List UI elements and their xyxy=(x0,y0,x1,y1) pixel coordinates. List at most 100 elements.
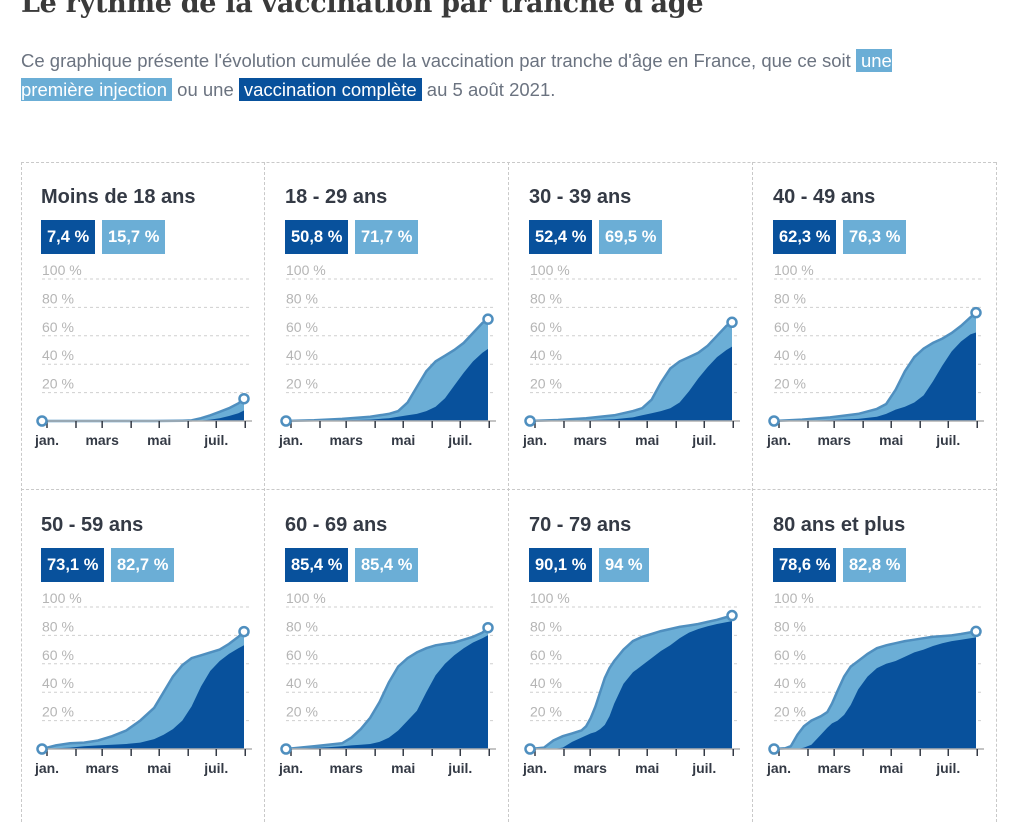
y-tick-label: 100 % xyxy=(42,262,82,278)
line-first-injection xyxy=(41,630,245,751)
y-tick-label: 100 % xyxy=(42,590,82,606)
panel-title: 40 - 49 ans xyxy=(773,186,876,208)
start-marker xyxy=(36,415,48,427)
end-marker xyxy=(970,306,982,319)
y-tick-label: 100 % xyxy=(286,262,326,278)
y-tick-label: 80 % xyxy=(774,618,806,634)
area-complete-vaccination xyxy=(530,346,732,421)
line-first-injection xyxy=(529,321,733,423)
x-tick-label: mars xyxy=(573,760,607,776)
y-tick-label: 20 % xyxy=(42,376,74,392)
x-tick-label: juil. xyxy=(447,432,472,448)
end-marker xyxy=(482,621,494,634)
x-tick-label: mars xyxy=(817,760,851,776)
panel-title: 60 - 69 ans xyxy=(285,514,388,536)
y-tick-label: 80 % xyxy=(286,618,318,634)
line-first-injection xyxy=(773,630,977,751)
chart-panel: 30 - 39 ans 52,4 % 69,5 % 100 % 80 % 60 % 40 %… xyxy=(509,162,753,490)
y-tick-label: 60 % xyxy=(774,647,806,663)
small-multiples-grid: Moins de 18 ans 7,4 % 15,7 % 100 % 80 % 60 % 4… xyxy=(21,162,997,822)
panel-title: 80 ans et plus xyxy=(773,514,906,536)
area-chart: 100 % 80 % 60 % 40 % 20 % jan. mars mai juil. xyxy=(522,262,740,448)
area-chart: 100 % 80 % 60 % 40 % 20 % jan. mars mai juil. xyxy=(522,590,740,776)
badge-complete-vaccination: 78,6 % xyxy=(773,548,837,582)
end-marker xyxy=(238,625,250,638)
badge-complete-vaccination: 73,1 % xyxy=(41,548,105,582)
badge-complete-vaccination: 90,1 % xyxy=(529,548,593,582)
y-tick-label: 40 % xyxy=(530,675,562,691)
y-tick-label: 60 % xyxy=(530,319,562,335)
start-marker xyxy=(524,415,536,427)
x-tick-label: jan. xyxy=(766,760,791,776)
area-chart: 100 % 80 % 60 % 40 % 20 % jan. mars mai juil. xyxy=(278,262,496,448)
panel-title: 70 - 79 ans xyxy=(529,514,632,536)
x-tick-label: jan. xyxy=(34,432,59,448)
badge-first-injection: 15,7 % xyxy=(102,220,166,254)
y-tick-label: 20 % xyxy=(774,704,806,720)
area-complete-vaccination xyxy=(774,637,976,749)
x-tick-label: jan. xyxy=(522,760,547,776)
y-tick-label: 80 % xyxy=(42,290,74,306)
badge-first-injection: 76,3 % xyxy=(843,220,907,254)
x-tick-label: mars xyxy=(329,432,363,448)
start-marker xyxy=(280,415,292,427)
start-marker xyxy=(768,415,780,427)
y-tick-label: 60 % xyxy=(774,319,806,335)
intro-part1: Ce graphique présente l'évolution cumulé… xyxy=(21,50,851,71)
badge-complete-vaccination: 85,4 % xyxy=(285,548,349,582)
x-tick-label: jan. xyxy=(34,760,59,776)
end-marker xyxy=(238,392,250,405)
end-marker xyxy=(726,609,738,622)
chart-panel: 40 - 49 ans 62,3 % 76,3 % 100 % 80 % 60 % 40 %… xyxy=(753,162,997,490)
x-tick-label: jan. xyxy=(522,432,547,448)
y-tick-label: 20 % xyxy=(42,704,74,720)
x-tick-label: mai xyxy=(391,432,415,448)
area-first-injection xyxy=(286,319,488,421)
badge-complete-vaccination: 50,8 % xyxy=(285,220,349,254)
x-tick-label: juil. xyxy=(691,760,716,776)
x-tick-label: mai xyxy=(879,760,903,776)
y-tick-label: 80 % xyxy=(774,290,806,306)
x-tick-label: mai xyxy=(147,432,171,448)
badge-first-injection: 69,5 % xyxy=(599,220,663,254)
y-tick-label: 100 % xyxy=(530,590,570,606)
badge-first-injection: 82,8 % xyxy=(843,548,907,582)
x-tick-label: mai xyxy=(147,760,171,776)
area-complete-vaccination xyxy=(530,621,732,749)
page-title: Le rythme de la vaccination par tranche … xyxy=(21,0,704,19)
y-tick-label: 100 % xyxy=(286,590,326,606)
y-tick-label: 20 % xyxy=(286,376,318,392)
y-tick-label: 100 % xyxy=(774,262,814,278)
line-first-injection xyxy=(285,318,489,423)
grid-border-right xyxy=(996,162,997,822)
end-marker xyxy=(726,316,738,329)
area-chart: 100 % 80 % 60 % 40 % 20 % jan. mars mai juil. xyxy=(278,590,496,776)
badge-complete-vaccination: 62,3 % xyxy=(773,220,837,254)
panel-title: 18 - 29 ans xyxy=(285,186,388,208)
y-tick-label: 60 % xyxy=(286,319,318,335)
x-tick-label: juil. xyxy=(203,760,228,776)
x-tick-label: mars xyxy=(573,432,607,448)
y-tick-label: 60 % xyxy=(530,647,562,663)
end-marker xyxy=(970,625,982,638)
chart-panel: 60 - 69 ans 85,4 % 85,4 % 100 % 80 % 60 % 40 %… xyxy=(265,490,509,818)
grid-divider-col2 xyxy=(508,162,509,822)
x-tick-label: mai xyxy=(391,760,415,776)
y-tick-label: 20 % xyxy=(286,704,318,720)
y-tick-label: 20 % xyxy=(530,704,562,720)
start-marker xyxy=(524,743,536,755)
area-complete-vaccination xyxy=(42,410,244,421)
intro-part3: au 5 août 2021. xyxy=(426,79,556,100)
chart-panel: 18 - 29 ans 50,8 % 71,7 % 100 % 80 % 60 % 40 %… xyxy=(265,162,509,490)
chart-panel: Moins de 18 ans 7,4 % 15,7 % 100 % 80 % 60 % 4… xyxy=(21,162,265,490)
y-tick-label: 40 % xyxy=(42,347,74,363)
line-first-injection xyxy=(529,614,733,751)
x-tick-label: jan. xyxy=(278,432,303,448)
grid-divider-col1 xyxy=(264,162,265,822)
area-complete-vaccination xyxy=(286,635,488,749)
y-tick-label: 80 % xyxy=(286,290,318,306)
panel-title: 50 - 59 ans xyxy=(41,514,144,536)
y-tick-label: 60 % xyxy=(286,647,318,663)
badge-complete-vaccination: 7,4 % xyxy=(41,220,96,254)
y-tick-label: 20 % xyxy=(530,376,562,392)
